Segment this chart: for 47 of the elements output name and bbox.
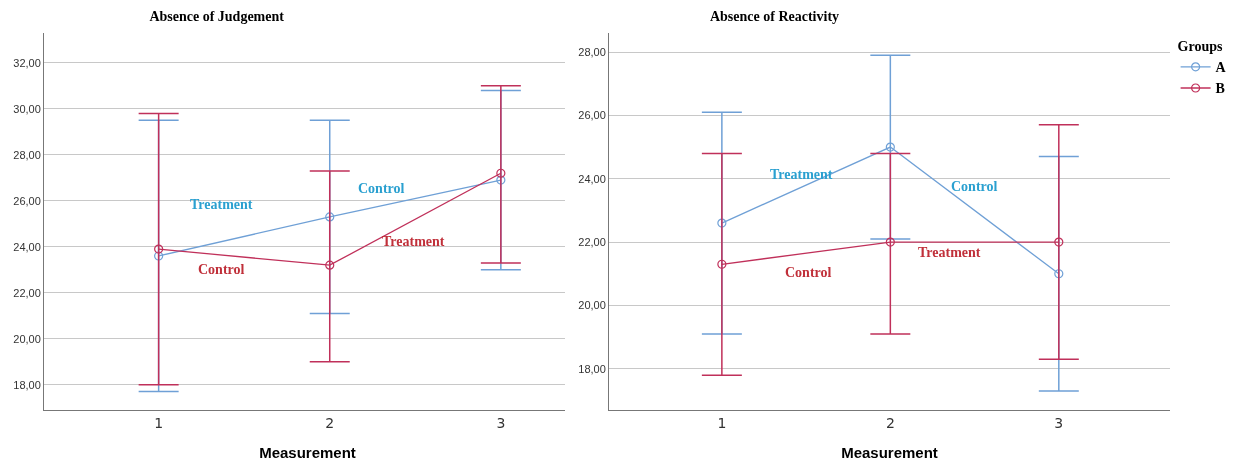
y-tick-label: 32,00 xyxy=(13,56,41,69)
chart-title: Absence of Reactivity xyxy=(709,9,840,25)
y-tick-label: 22,00 xyxy=(578,235,606,248)
point xyxy=(496,168,506,178)
point xyxy=(885,237,895,247)
legend-title: Groups xyxy=(1177,39,1224,55)
y-tick-label: 30,00 xyxy=(13,102,41,115)
point xyxy=(1054,237,1064,247)
x-tick-label: 1 xyxy=(154,414,164,431)
point xyxy=(1054,269,1064,279)
point xyxy=(154,244,164,254)
y-tick-label: 20,00 xyxy=(578,299,606,312)
x-tick-label: 3 xyxy=(1054,414,1064,431)
legend-label: A xyxy=(1215,60,1227,76)
point xyxy=(496,175,506,185)
x-axis-title: Measurement xyxy=(841,444,938,461)
x-tick-label: 1 xyxy=(717,414,727,431)
annotation: Treatment xyxy=(770,167,833,182)
y-tick-label: 28,00 xyxy=(578,45,606,58)
y-tick-label: 28,00 xyxy=(13,148,41,161)
legend-label: B xyxy=(1215,81,1225,97)
annotation: Control xyxy=(951,179,998,194)
point xyxy=(154,251,164,261)
y-tick-label: 24,00 xyxy=(13,240,41,253)
point xyxy=(885,142,895,152)
point xyxy=(717,218,727,228)
chart-title: Absence of Judgement xyxy=(149,9,285,25)
annotation: Control xyxy=(785,265,832,280)
y-tick-label: 20,00 xyxy=(13,332,41,345)
y-tick-label: 26,00 xyxy=(578,109,606,122)
annotation: Control xyxy=(198,262,245,277)
y-tick-label: 26,00 xyxy=(13,194,41,207)
y-tick-label: 24,00 xyxy=(578,172,606,185)
point xyxy=(325,260,335,270)
x-tick-label: 2 xyxy=(325,414,335,431)
annotation: Treatment xyxy=(190,197,253,212)
point xyxy=(717,259,727,269)
x-tick-label: 3 xyxy=(496,414,506,431)
y-tick-label: 18,00 xyxy=(13,378,41,391)
x-axis-title: Measurement xyxy=(259,444,356,461)
annotation: Control xyxy=(358,181,405,196)
x-tick-label: 2 xyxy=(885,414,895,431)
y-tick-label: 22,00 xyxy=(13,286,41,299)
point xyxy=(325,212,335,222)
annotation: Treatment xyxy=(918,245,981,260)
y-tick-label: 18,00 xyxy=(578,362,606,375)
annotation: Treatment xyxy=(382,234,445,249)
